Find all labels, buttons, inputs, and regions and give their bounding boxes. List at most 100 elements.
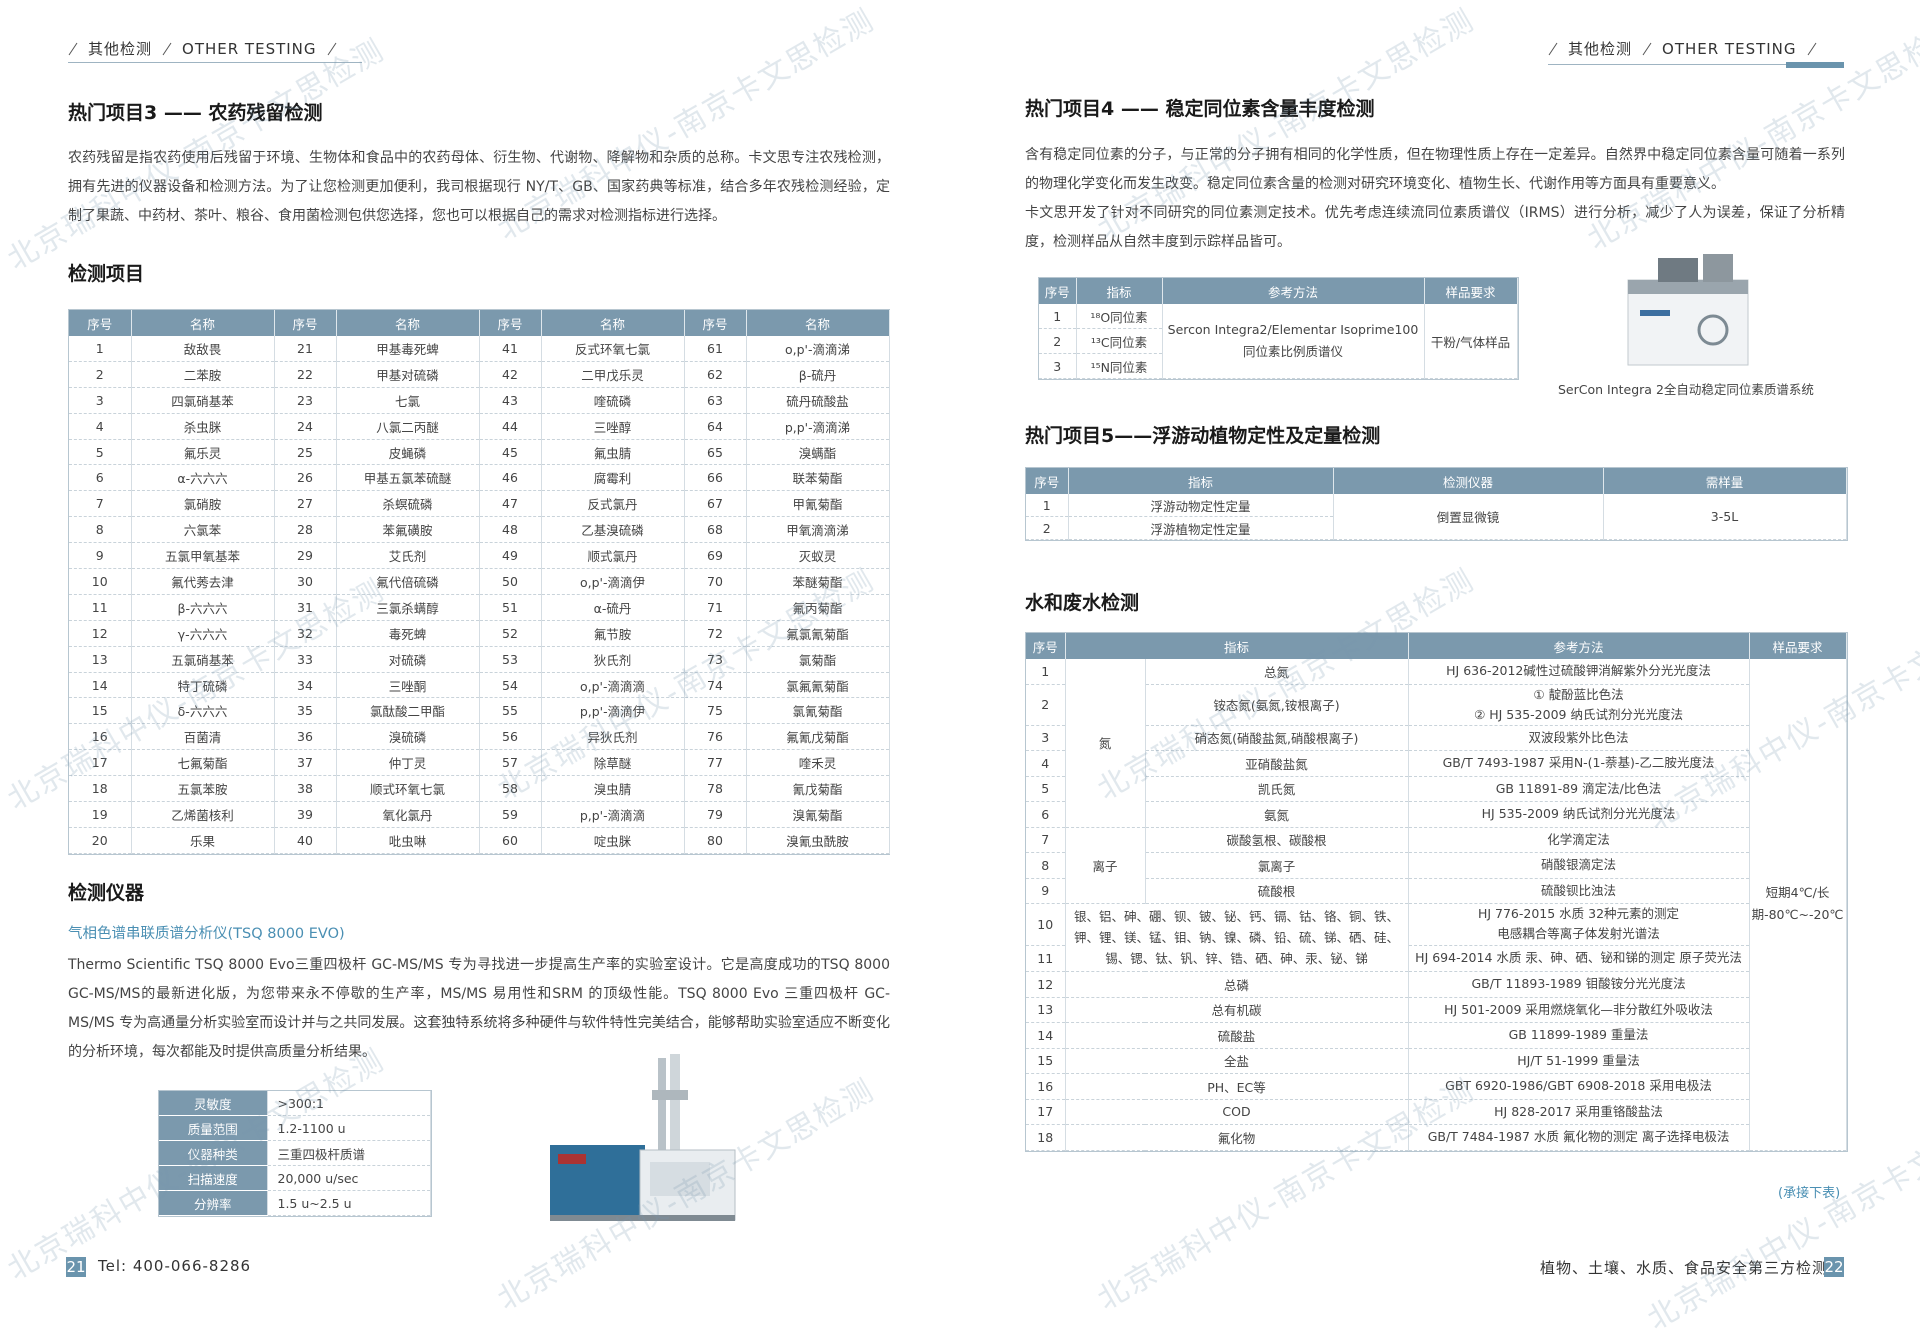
row: 7 离子 碳酸氢根、碳酸根 化学滴定法 xyxy=(1026,827,1846,904)
cell: 四氯硝基苯 xyxy=(131,387,275,414)
cell: 59 xyxy=(479,801,542,828)
method-cell: 化学滴定法 xyxy=(1408,827,1750,853)
row: 14 特丁硫磷 34 三唑酮 54 o,p'-滴滴滴 74 氯氟氰菊酯 xyxy=(69,672,890,699)
cell: 42 xyxy=(479,361,542,388)
cell: 毒死蜱 xyxy=(336,620,480,647)
row: 2 浮游植物定性定量 xyxy=(1026,516,1846,540)
spec-label: 分辨率 xyxy=(159,1190,268,1216)
row: 6 α-六六六 26 甲基五氯苯硫醚 46 腐霉利 66 联苯菊酯 xyxy=(69,464,890,492)
method-cell: 双波段紫外比色法 xyxy=(1408,725,1750,751)
cell: 硝态氮(硝酸盐氮,硝酸根离子) xyxy=(1145,725,1409,751)
cell: 52 xyxy=(479,620,542,647)
header-en: OTHER TESTING xyxy=(1662,39,1797,58)
spec-value: 三重四极杆质谱 xyxy=(267,1140,431,1166)
sample-cell: 短期4℃/长期-80℃~-20℃ xyxy=(1749,659,1847,1151)
cell: 除草醚 xyxy=(541,749,685,777)
row: 5 氟乐灵 25 皮蝇磷 45 氟虫腈 65 溴螨酯 xyxy=(69,439,890,466)
cell: o,p'-滴滴滴 xyxy=(541,672,685,699)
row: 3 四氯硝基苯 23 七氯 43 喹硫磷 63 硫丹硫酸盐 xyxy=(69,387,890,414)
cell: 碳酸氢根、碳酸根 xyxy=(1145,827,1409,853)
cell: 氟乐灵 xyxy=(131,439,275,466)
cell: 41 xyxy=(479,336,542,362)
cell: o,p'-滴滴伊 xyxy=(541,568,685,595)
cell: 73 xyxy=(684,646,747,673)
cell: β-硫丹 xyxy=(746,361,890,388)
left-header: 其他检测 OTHER TESTING xyxy=(68,38,337,59)
header-cn: 其他检测 xyxy=(1568,40,1633,58)
cell: 12 xyxy=(1026,971,1066,998)
row: 7 氯硝胺 27 杀螟硫磷 47 反式氯丹 67 甲氰菊酯 xyxy=(69,490,890,518)
cell: 31 xyxy=(274,594,337,621)
cell: 9 xyxy=(69,542,132,570)
text-line: GB/T 11893-1989 钼酸铵分光光度法 xyxy=(1471,976,1686,992)
cell: 苯氟磺胺 xyxy=(336,516,480,544)
intro: 含有稳定同位素的分子，与正常的分子拥有相同的化学性质，但在物理性质上存在一定差异… xyxy=(1025,147,1845,192)
text-line: Sercon Integra2/Elementar Isoprime100 xyxy=(1167,322,1419,337)
cell: 1 xyxy=(1026,659,1066,685)
cell: 氟节胺 xyxy=(541,620,685,647)
cell: γ-六六六 xyxy=(131,620,275,647)
cell: 三唑酮 xyxy=(336,672,480,699)
header-cell: 指标 xyxy=(1065,633,1409,659)
cell: 氟氯氰菊酯 xyxy=(746,620,890,647)
cell: 80 xyxy=(684,827,747,854)
cell: 57 xyxy=(479,749,542,777)
row: 17 COD HJ 828-2017 采用重铬酸盐法 xyxy=(1026,1099,1846,1125)
cell: 14 xyxy=(1026,1022,1066,1049)
header-cell: 名称 xyxy=(336,310,480,336)
spec-value: 20,000 u/sec xyxy=(267,1165,431,1191)
cell: 1 xyxy=(1039,304,1077,329)
cell: 6 xyxy=(69,464,132,492)
cell: 17 xyxy=(69,749,132,777)
cell: 敌敌畏 xyxy=(131,336,275,362)
cell: 氯酞酸二甲酯 xyxy=(336,697,480,725)
row: 17 七氟菊酯 37 仲丁灵 57 除草醚 77 喹禾灵 xyxy=(69,749,890,777)
cell: 13 xyxy=(69,646,132,673)
header-rule xyxy=(1548,64,1786,65)
row: 2 铵态氮(氨氮,铵根离子) ① 靛酚蓝比色法 ② HJ 535-2009 纳氏试剂分… xyxy=(1026,684,1846,726)
cell: 47 xyxy=(479,490,542,518)
row: 18 氟化物 GB/T 7484-1987 水质 氟化物的测定 离子选择电极法 xyxy=(1026,1124,1846,1151)
header-cell: 序号 xyxy=(274,310,337,336)
cell: 硫丹硫酸盐 xyxy=(746,387,890,414)
cell: 16 xyxy=(69,723,132,751)
spec-value: >300:1 xyxy=(267,1091,431,1116)
cell: 49 xyxy=(479,542,542,570)
cell: 对硫磷 xyxy=(336,646,480,673)
text-line: HJ 501-2009 采用燃烧氧化—非分散红外吸收法 xyxy=(1444,1001,1713,1017)
right-header: 其他检测 OTHER TESTING xyxy=(1548,38,1817,59)
cell: 溴虫腈 xyxy=(541,775,685,803)
cell: 27 xyxy=(274,490,337,518)
cell: 8 xyxy=(69,516,132,544)
method-cell: HJ/T 51-1999 重量法 xyxy=(1408,1048,1750,1074)
cell: β-六六六 xyxy=(131,594,275,621)
header-cell: 参考方法 xyxy=(1408,633,1750,659)
cell: 百菌清 xyxy=(131,723,275,751)
cell: COD xyxy=(1065,1099,1409,1125)
cell: 22 xyxy=(274,361,337,388)
cell: 14 xyxy=(69,672,132,699)
text-line: 硫酸钡比浊法 xyxy=(1541,882,1617,898)
row: 5 凯氏氮 GB 11891-89 滴定法/比色法 xyxy=(1026,776,1846,802)
gc-ms-photo xyxy=(550,1054,736,1221)
cell: 11 xyxy=(69,594,132,621)
cell: 5 xyxy=(69,439,132,466)
header-cell: 名称 xyxy=(541,310,685,336)
method-cell: HJ 636-2012碱性过硫酸钾消解紫外分光光度法 xyxy=(1408,659,1750,685)
cell: 氟代莠去津 xyxy=(131,568,275,595)
method-cell: ① 靛酚蓝比色法 ② HJ 535-2009 纳氏试剂分光光度法 xyxy=(1408,684,1750,726)
page-number: 22 xyxy=(1824,1257,1844,1277)
cell: 氯菊酯 xyxy=(746,646,890,673)
text-line: HJ 776-2015 水质 32种元素的测定 xyxy=(1477,906,1680,922)
header-row: 序号 指标 检测仪器 需样量 xyxy=(1026,468,1847,494)
cell: 五氯硝基苯 xyxy=(131,646,275,673)
cell: 61 xyxy=(684,336,747,362)
group-cell: 银、铝、砷、硼、钡、铍、铋、钙、镉、钴、铬、铜、铁、钾、锂、镁、锰、钼、钠、镍、… xyxy=(1065,903,1409,972)
cell: 23 xyxy=(274,387,337,414)
cell: 19 xyxy=(69,801,132,828)
cell: 37 xyxy=(274,749,337,777)
row: 1 浮游动物定性定量 倒置显微镜 3-5L xyxy=(1026,494,1847,540)
row: 3 ¹⁵N同位素 xyxy=(1039,353,1517,379)
cell: 顺式环氧七氯 xyxy=(336,775,480,803)
cell: 69 xyxy=(684,542,747,570)
